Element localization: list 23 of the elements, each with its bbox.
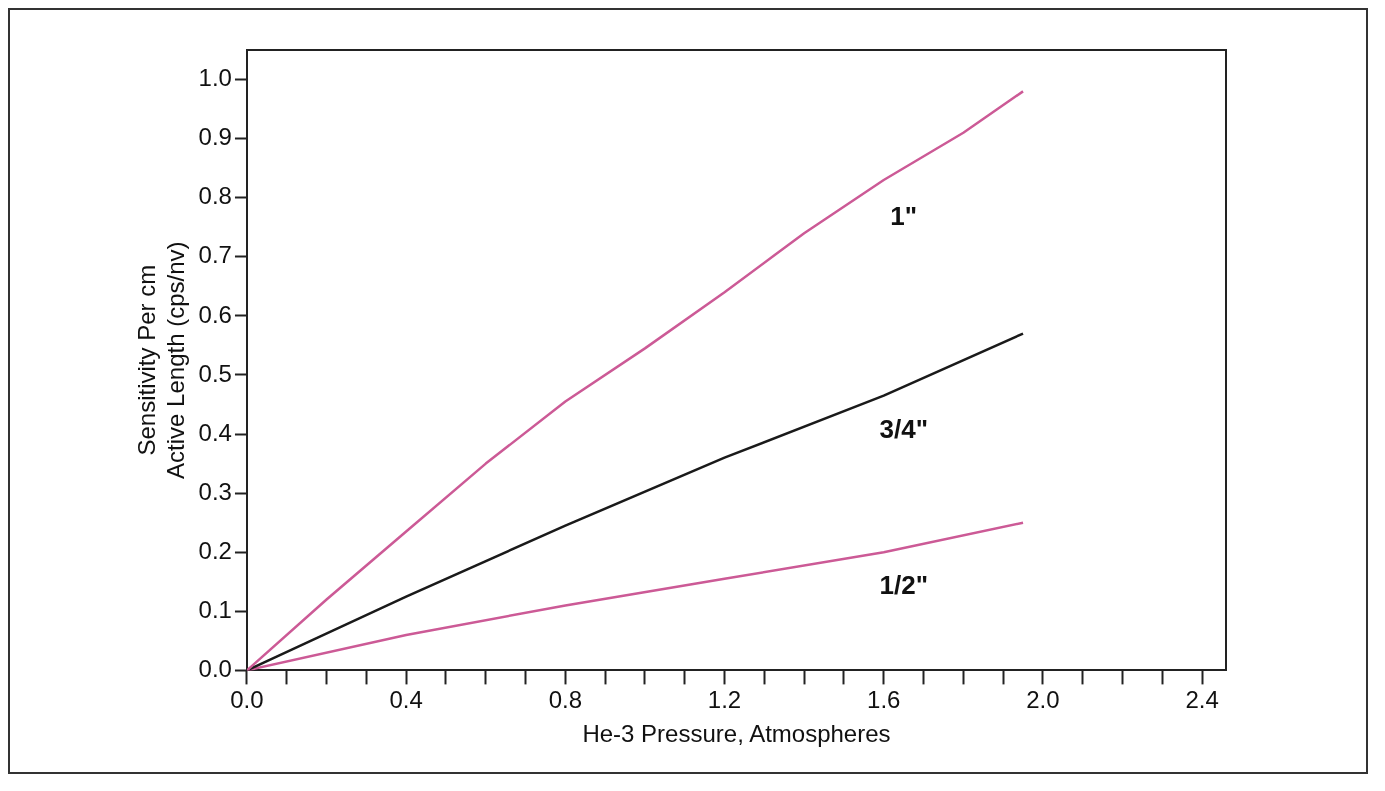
x-tick-label: 0.4 — [389, 686, 423, 714]
series-label: 1" — [890, 200, 918, 231]
x-tick-label: 2.0 — [1026, 686, 1060, 714]
y-tick-label: 0.1 — [198, 595, 232, 623]
series-label: 1/2" — [879, 570, 928, 601]
y-tick-label: 0.8 — [198, 182, 232, 210]
y-tick-label: 0.0 — [198, 655, 232, 683]
y-tick-label: 0.7 — [198, 241, 232, 269]
x-axis-title: He-3 Pressure, Atmospheres — [582, 720, 891, 748]
x-tick-label: 0.0 — [230, 686, 264, 714]
y-tick-label: 0.3 — [198, 477, 232, 505]
y-axis-title: Sensitivity Per cm Active Length (cps/nv) — [133, 241, 189, 479]
y-tick-label: 0.9 — [198, 123, 232, 151]
y-tick-label: 0.2 — [198, 536, 232, 564]
y-tick-label: 0.6 — [198, 300, 232, 328]
y-tick-label: 0.5 — [198, 359, 232, 387]
x-tick-label: 0.8 — [548, 686, 583, 714]
y-tick-label: 1.0 — [198, 64, 232, 92]
y-tick-label: 0.4 — [198, 418, 232, 446]
x-tick-label: 2.4 — [1185, 686, 1219, 714]
x-tick-label: 1.6 — [867, 686, 901, 714]
series-label: 3/4" — [879, 413, 928, 444]
x-tick-label: 1.2 — [707, 686, 742, 714]
